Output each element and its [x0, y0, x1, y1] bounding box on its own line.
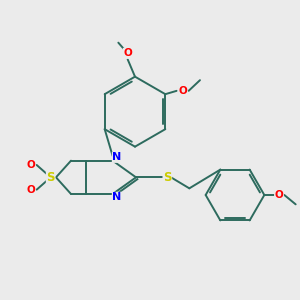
Text: O: O	[26, 185, 35, 195]
Text: S: S	[46, 171, 55, 184]
Text: O: O	[123, 48, 132, 58]
Text: N: N	[112, 192, 122, 202]
Text: O: O	[274, 190, 284, 200]
Text: N: N	[112, 152, 122, 162]
Text: O: O	[178, 86, 187, 96]
Text: S: S	[163, 171, 172, 184]
Text: O: O	[26, 160, 35, 170]
